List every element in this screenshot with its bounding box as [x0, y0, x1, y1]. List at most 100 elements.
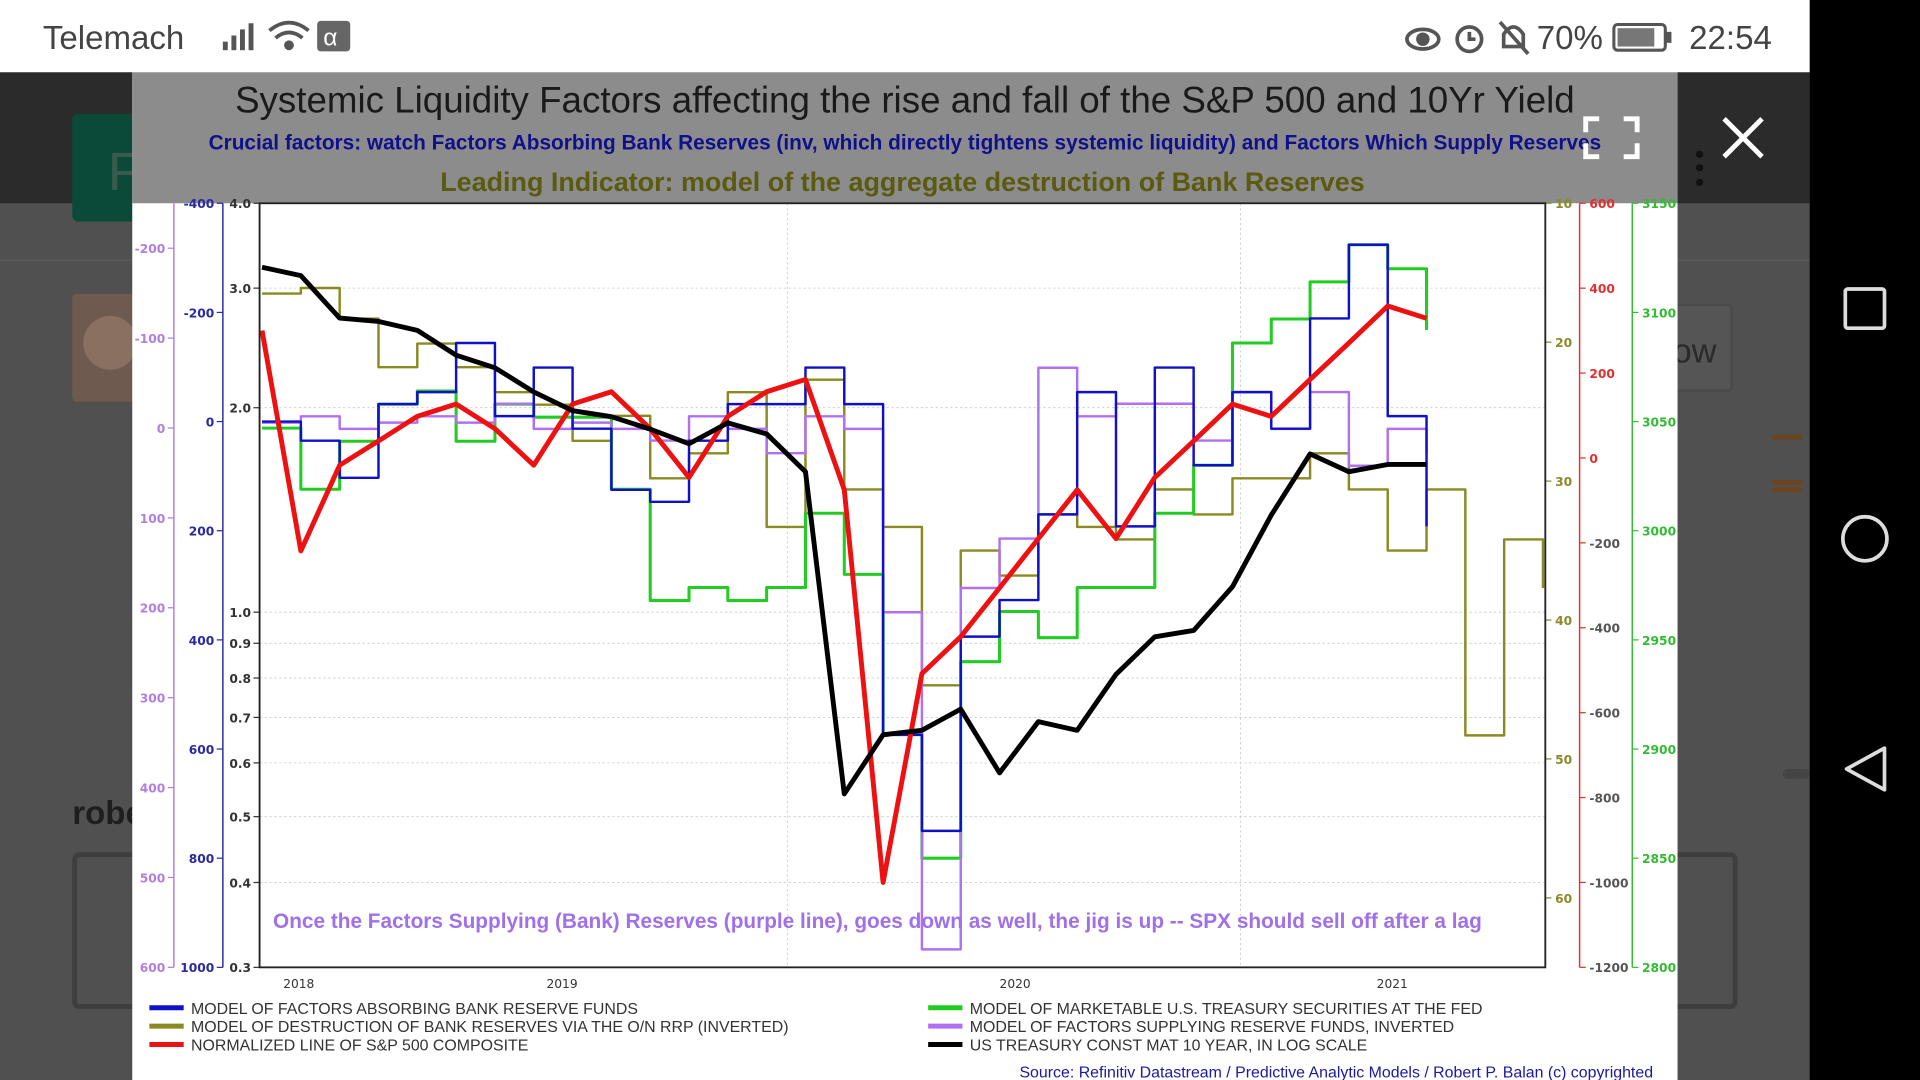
legend-label: NORMALIZED LINE OF S&P 500 COMPOSITE	[191, 1038, 528, 1055]
brown-marker-icon	[1771, 434, 1803, 493]
home-icon[interactable]	[1841, 514, 1889, 563]
purple-axis-tick-label: 600	[140, 961, 166, 975]
fullscreen-icon[interactable]	[1583, 116, 1640, 160]
log-axis-tick-label: 0.7	[229, 711, 251, 725]
green-axis-tick-label: 3150	[1642, 197, 1676, 211]
purple-axis-tick-label: 400	[140, 781, 166, 795]
red-axis-tick-label: 400	[1589, 282, 1615, 296]
svg-text:α: α	[323, 24, 337, 51]
scroll-handle[interactable]	[1782, 768, 1810, 779]
legend-label: MODEL OF MARKETABLE U.S. TREASURY SECURI…	[970, 1001, 1483, 1018]
legend-label: MODEL OF FACTORS SUPPLYING RESERVE FUNDS…	[970, 1019, 1454, 1036]
series-lines	[259, 243, 1545, 951]
author-avatar[interactable]	[72, 293, 146, 402]
log-axis-tick-label: 0.4	[229, 876, 251, 890]
green-axis-tick-label: 2850	[1642, 852, 1676, 866]
legend-item: MODEL OF FACTORS ABSORBING BANK RESERVE …	[149, 1001, 638, 1018]
red-axis-tick-label: 200	[1589, 367, 1615, 381]
author-name-partial: robe	[72, 795, 144, 832]
olive-axis-tick-label: 20	[1555, 336, 1572, 350]
purple-axis-tick-label: -200	[135, 242, 166, 256]
red-axis-tick-label: -800	[1589, 791, 1620, 805]
legend-item: MODEL OF MARKETABLE U.S. TREASURY SECURI…	[928, 1001, 1482, 1018]
legend: MODEL OF FACTORS ABSORBING BANK RESERVE …	[149, 1001, 1482, 1055]
blue-axis-tick-label: -400	[184, 197, 215, 211]
x-tick-label: 2020	[1000, 977, 1031, 991]
log-axis-tick-label: 4.0	[229, 197, 251, 211]
olive-axis-tick-label: 40	[1555, 614, 1572, 628]
legend-item: US TREASURY CONST MAT 10 YEAR, IN LOG SC…	[928, 1038, 1367, 1055]
chart-image: Systemic Liquidity Factors affecting the…	[132, 72, 1678, 1080]
close-icon[interactable]	[1722, 117, 1764, 159]
alarm-icon	[1455, 25, 1484, 54]
red-axis-tick-label: -600	[1589, 707, 1620, 721]
purple-axis-tick-label: 0	[157, 422, 166, 436]
legend-label: MODEL OF DESTRUCTION OF BANK RESERVES VI…	[191, 1019, 788, 1036]
more-vert-icon[interactable]	[1695, 150, 1704, 187]
chart-header-band	[132, 72, 1678, 204]
clock-time: 22:54	[1689, 20, 1772, 57]
chart-source: Source: Refinitiv Datastream / Predictiv…	[1019, 1065, 1653, 1080]
log-axis-tick-label: 2.0	[229, 402, 251, 416]
log-axis-tick-label: 0.3	[229, 961, 251, 975]
red-axis-tick-label: -1000	[1589, 876, 1628, 890]
signal-icon	[222, 23, 254, 51]
blue-axis-tick-label: 200	[189, 525, 215, 539]
log-axis-tick-label: 3.0	[229, 282, 251, 296]
green-axis-tick-label: 3100	[1642, 306, 1676, 320]
legend-item: MODEL OF DESTRUCTION OF BANK RESERVES VI…	[149, 1019, 789, 1036]
plot-frame	[258, 202, 1547, 969]
red-axis-tick-label: -400	[1589, 622, 1620, 636]
red-axis-tick-label: 600	[1589, 197, 1615, 211]
chart-subtitle: Crucial factors: watch Factors Absorbing…	[209, 131, 1602, 154]
chart-title: Systemic Liquidity Factors affecting the…	[235, 80, 1575, 121]
wifi-icon	[268, 20, 310, 51]
blue-axis-tick-label: -200	[184, 306, 215, 320]
series-line-blue	[262, 243, 1428, 833]
follow-button-label: ow	[1673, 332, 1717, 370]
red-axis-tick-label: -200	[1589, 537, 1620, 551]
chart-subtitle-leading-indicator: Leading Indicator: model of the aggregat…	[440, 167, 1365, 197]
eye-icon	[1405, 27, 1441, 51]
green-axis-tick-label: 3050	[1642, 415, 1676, 429]
log-axis-tick-label: 0.6	[229, 757, 251, 771]
green-axis-tick-label: 3000	[1642, 525, 1676, 539]
olive-axis-tick-label: 60	[1555, 892, 1572, 906]
olive-axis-tick-label: 50	[1555, 753, 1572, 767]
legend-label: MODEL OF FACTORS ABSORBING BANK RESERVE …	[191, 1001, 638, 1018]
red-axis-tick-label: 0	[1589, 452, 1598, 466]
battery-icon	[1612, 22, 1672, 52]
x-tick-label: 2019	[546, 977, 577, 991]
purple-axis-tick-label: 300	[140, 692, 166, 706]
blue-axis-tick-label: 400	[189, 634, 215, 648]
bell-off-icon	[1498, 20, 1530, 56]
series-line-red	[259, 303, 1428, 885]
navigation-bar	[1809, 0, 1920, 1080]
log-axis-tick-label: 0.9	[229, 637, 251, 651]
blue-axis-tick-label: 800	[189, 852, 215, 866]
purple-axis-tick-label: -100	[135, 332, 166, 346]
green-axis-tick-label: 2900	[1642, 743, 1676, 757]
follow-button[interactable]: ow	[1666, 303, 1733, 392]
blue-axis-tick-label: 0	[206, 415, 215, 429]
olive-axis-tick-label: 10	[1555, 197, 1572, 211]
legend-label: US TREASURY CONST MAT 10 YEAR, IN LOG SC…	[970, 1038, 1368, 1055]
legend-item: MODEL OF FACTORS SUPPLYING RESERVE FUNDS…	[928, 1019, 1454, 1036]
battery-percent: 70%	[1537, 20, 1603, 57]
blue-axis-tick-label: 1000	[180, 961, 214, 975]
purple-axis-tick-label: 500	[140, 871, 166, 885]
log-axis-tick-label: 0.5	[229, 811, 251, 825]
carrier-name: Telemach	[43, 20, 184, 57]
x-tick-label: 2021	[1377, 977, 1408, 991]
red-axis-tick-label: -1200	[1589, 961, 1628, 975]
red-axis: 600 400 200 0 -200 -400 -600 -800 -1000 -1200	[1578, 197, 1629, 975]
chart-annotation: Once the Factors Supplying (Bank) Reserv…	[273, 910, 1482, 933]
purple-axis: -200 -100 0 100 200 300 400 500 600	[135, 203, 175, 975]
recents-icon[interactable]	[1843, 287, 1887, 330]
alpha-app-icon: α	[317, 20, 351, 52]
green-axis: 3150 3100 3050 3000 2950 2900 2850 2800	[1631, 197, 1676, 975]
series-line-green	[262, 243, 1429, 860]
purple-axis-tick-label: 100	[140, 512, 166, 526]
back-icon[interactable]	[1844, 746, 1887, 792]
